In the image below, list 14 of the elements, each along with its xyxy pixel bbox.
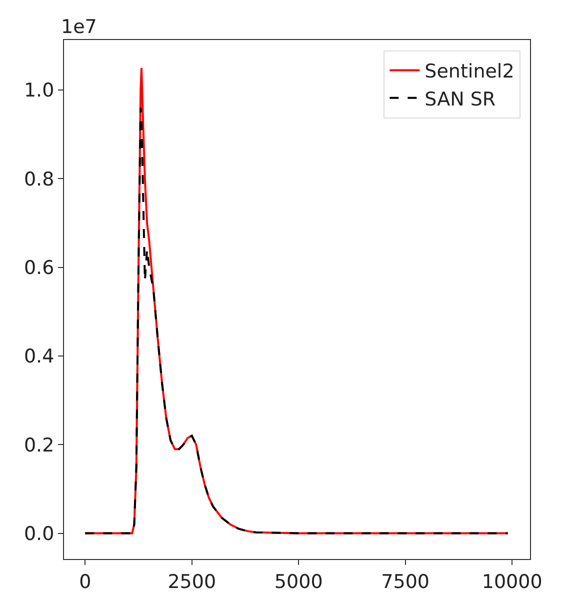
y-tick-label: 0.6	[24, 257, 54, 280]
y-tick-label: 0.2	[24, 434, 54, 456]
x-tick-label: 5000	[274, 570, 323, 593]
x-tick-label: 10000	[482, 570, 542, 593]
x-tick-label: 7500	[381, 570, 430, 593]
legend-label: Sentinel2	[424, 60, 514, 83]
x-tick-label: 0	[79, 570, 92, 593]
x-tick-label: 2500	[168, 570, 216, 593]
y-tick-label: 0.0	[24, 522, 54, 545]
y-tick-label: 1.0	[24, 80, 54, 102]
legend-label: SAN SR	[424, 88, 496, 110]
y-tick-label: 0.4	[24, 346, 54, 368]
y-tick-label: 0.8	[24, 168, 54, 190]
text: 1e7	[61, 16, 97, 38]
